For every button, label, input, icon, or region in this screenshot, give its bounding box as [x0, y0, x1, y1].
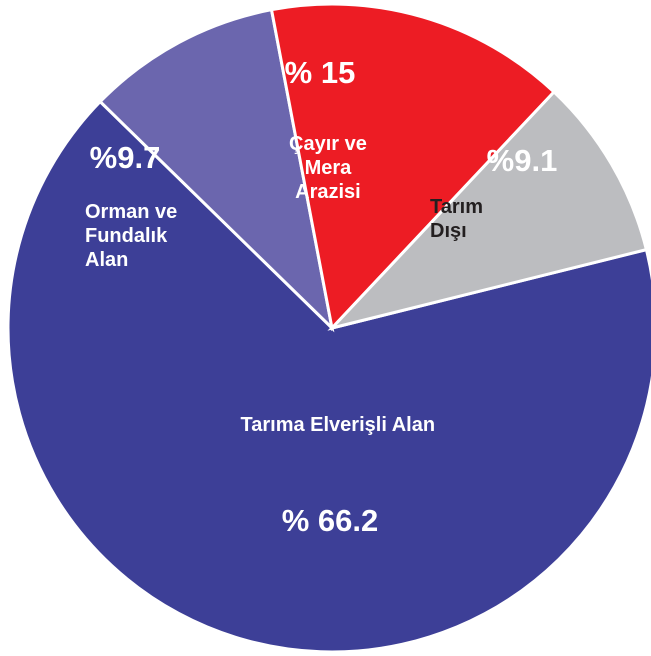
value-label: %9.7 — [90, 140, 161, 175]
pie-slice — [6, 99, 651, 654]
category-label: Çayır ve Mera Arazisi — [289, 133, 367, 203]
pie-slice — [327, 89, 649, 331]
value-label: %9.1 — [487, 143, 558, 178]
pie-slice — [269, 2, 557, 332]
category-label: Tarıma Elverişli Alan — [240, 414, 436, 436]
pie-slice — [98, 7, 335, 333]
category-label: Tarım Dışı — [430, 196, 483, 242]
category-label: Orman ve Fundalık Alan — [85, 201, 178, 271]
value-label: % 15 — [285, 55, 356, 90]
value-label: % 66.2 — [282, 503, 379, 538]
